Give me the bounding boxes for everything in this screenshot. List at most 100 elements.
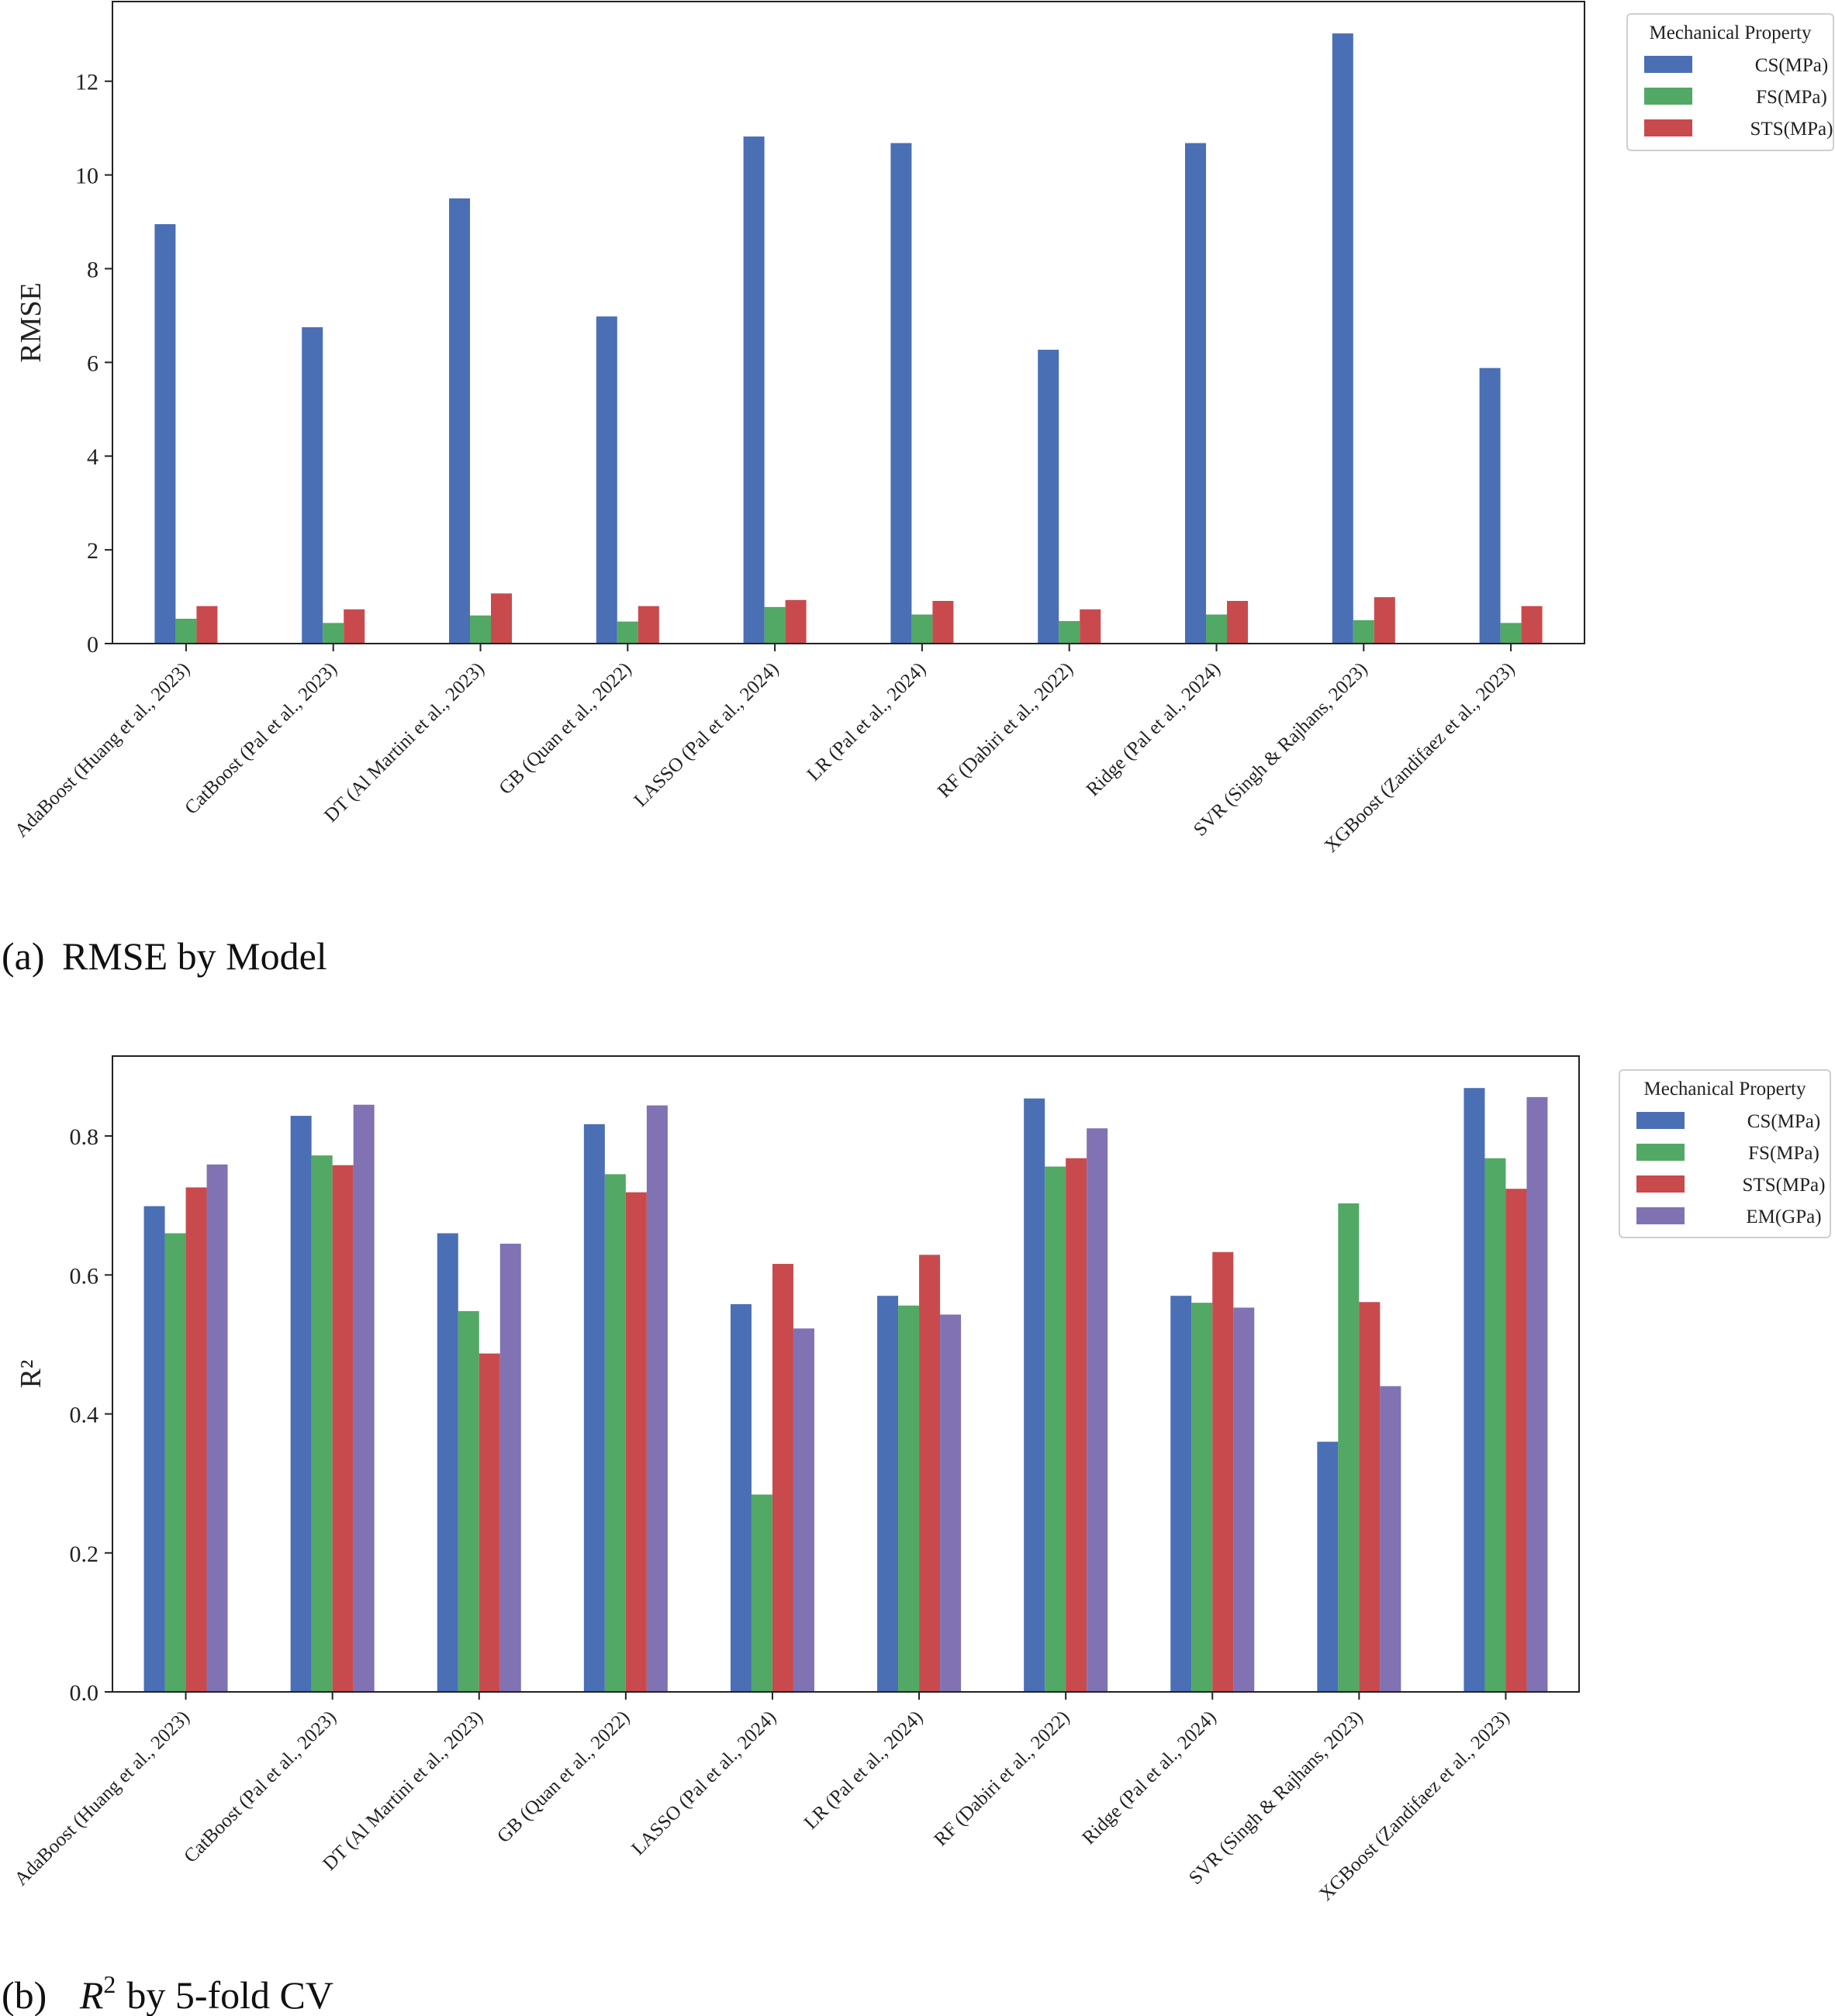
x-tick-label: RF (Dabiri et al., 2022): [930, 1707, 1073, 1850]
chart-rmse: 0 2 4 6 8 10 12 RMSE AdaBoost (Huang et al., 202…: [2, 1, 1834, 978]
bar-sts-6: [919, 1255, 941, 1692]
x-tick-label: LASSO (Pal et al., 2024): [627, 1707, 780, 1859]
bar-fs-1: [164, 1233, 186, 1692]
chart-caption: (b) R2 by 5-fold CV: [2, 1970, 333, 2016]
legend-label-sts: STS(MPa): [1750, 119, 1833, 140]
bar-sts-7: [1080, 609, 1101, 644]
y-tick-label: 0.6: [70, 1263, 99, 1289]
bar-sts-4: [625, 1192, 647, 1692]
bar-cs-4: [596, 316, 617, 644]
x-tick-label: LR (Pal et al., 2024): [800, 1707, 927, 1833]
x-tick-label: SVR (Singh & Rajhans, 2023): [1190, 658, 1372, 841]
legend-label-em: EM(GPa): [1746, 1206, 1821, 1227]
bar-fs-8: [1191, 1303, 1213, 1692]
bar-cs-9: [1317, 1441, 1339, 1692]
bar-sts-5: [772, 1263, 793, 1692]
bar-cs-9: [1332, 33, 1353, 644]
bar-sts-6: [932, 601, 954, 644]
bar-cs-4: [583, 1124, 605, 1692]
y-tick-label: 4: [87, 444, 98, 470]
legend-label-sts: STS(MPa): [1743, 1175, 1826, 1196]
legend-swatch-em: [1636, 1207, 1685, 1224]
x-tick-label: LASSO (Pal et al., 2024): [631, 658, 783, 811]
bar-em-6: [940, 1314, 962, 1692]
legend-label-fs: FS(MPa): [1748, 1143, 1819, 1164]
bar-em-1: [206, 1164, 228, 1692]
legend-swatch-cs: [1644, 56, 1692, 73]
bar-fs-9: [1338, 1203, 1360, 1692]
chart-r2: 0.0 0.2 0.4 0.6 0.8 R² AdaBoost (Huang et al.,…: [2, 1055, 1831, 2016]
y-tick-label: 0.4: [70, 1403, 99, 1428]
bar-fs-9: [1353, 620, 1374, 644]
y-axis-label: RMSE: [15, 282, 47, 362]
plot-frame: [112, 1, 1585, 644]
bar-sts-9: [1359, 1302, 1381, 1692]
y-tick-label: 0: [87, 632, 98, 658]
legend-box: [1626, 13, 1834, 151]
x-tick-label: GB (Quan et al., 2022): [493, 1707, 634, 1847]
legend-swatch-sts: [1644, 119, 1692, 136]
bar-fs-3: [458, 1310, 479, 1692]
bar-cs-8: [1170, 1296, 1192, 1692]
bar-sts-2: [332, 1165, 354, 1692]
y-tick-label: 0.0: [70, 1680, 99, 1706]
bar-fs-10: [1500, 623, 1522, 644]
bar-em-7: [1087, 1128, 1108, 1692]
legend-swatch-cs: [1636, 1112, 1685, 1129]
y-tick-label: 10: [75, 164, 98, 189]
legend-label-fs: FS(MPa): [1756, 87, 1827, 108]
x-tick-label: AdaBoost (Huang et al., 2023): [11, 1707, 194, 1890]
legend: Mechanical Property CS(MPa) FS(MPa) STS(MPa…: [1619, 1069, 1831, 1238]
bar-cs-10: [1479, 368, 1501, 644]
y-tick-label: 2: [87, 538, 98, 564]
chart-caption: (a) RMSE by Model: [2, 934, 327, 978]
x-tick-label: Ridge (Pal et al., 2024): [1083, 658, 1225, 800]
bar-sts-3: [491, 593, 512, 644]
bar-fs-4: [617, 621, 638, 644]
bar-cs-7: [1038, 350, 1059, 644]
x-tick-label: LR (Pal et al., 2024): [803, 658, 930, 785]
y-axis-label: R²: [15, 1360, 47, 1389]
bar-fs-7: [1045, 1166, 1066, 1692]
x-tick-label: RF (Dabiri et al., 2022): [934, 658, 1077, 802]
bar-cs-3: [437, 1233, 458, 1692]
bar-sts-2: [344, 609, 365, 644]
y-tick-label: 0.2: [70, 1541, 99, 1567]
bar-fs-7: [1059, 620, 1080, 644]
bar-cs-2: [302, 327, 323, 644]
bar-fs-4: [604, 1174, 626, 1692]
bar-sts-7: [1066, 1158, 1087, 1692]
bar-em-2: [353, 1104, 375, 1692]
x-tick-label: GB (Quan et al., 2022): [495, 658, 635, 799]
x-tick-label: Ridge (Pal et al., 2024): [1078, 1707, 1220, 1849]
x-tick-label: SVR (Singh & Rajhans, 2023): [1185, 1707, 1367, 1889]
bar-fs-5: [751, 1494, 772, 1692]
legend-title: Mechanical Property: [1650, 22, 1812, 43]
bar-fs-2: [323, 623, 344, 644]
bar-fs-3: [470, 615, 491, 644]
bar-sts-10: [1505, 1189, 1527, 1692]
bar-em-8: [1233, 1307, 1255, 1692]
bar-cs-6: [877, 1296, 899, 1692]
legend-swatch-fs: [1636, 1144, 1685, 1161]
legend-label-cs: CS(MPa): [1755, 55, 1828, 76]
bar-sts-5: [785, 599, 807, 644]
bar-em-9: [1380, 1386, 1401, 1692]
bar-cs-10: [1464, 1088, 1485, 1692]
bar-cs-8: [1185, 143, 1206, 644]
bar-sts-4: [638, 606, 659, 644]
bar-cs-3: [449, 198, 470, 644]
y-tick-label: 12: [75, 70, 98, 95]
bar-cs-6: [890, 143, 912, 644]
y-tick-label: 0.8: [70, 1124, 99, 1150]
bar-em-10: [1526, 1096, 1548, 1692]
bar-fs-2: [311, 1155, 333, 1692]
bar-cs-7: [1024, 1098, 1045, 1692]
legend-label-cs: CS(MPa): [1747, 1111, 1820, 1132]
bar-sts-8: [1212, 1251, 1234, 1692]
bar-fs-8: [1206, 614, 1227, 644]
x-tick-label: DT (Al Martini et al., 2023): [319, 1707, 487, 1875]
bar-cs-1: [154, 224, 176, 644]
legend-title: Mechanical Property: [1644, 1079, 1806, 1099]
